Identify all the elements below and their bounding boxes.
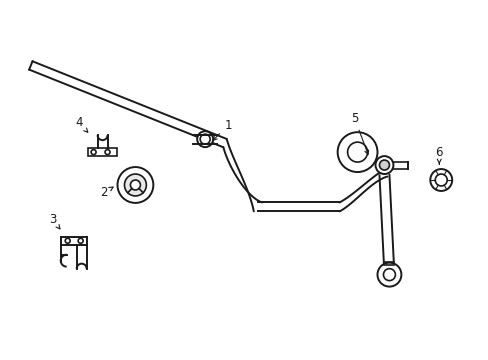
Text: 6: 6 (435, 145, 442, 164)
Circle shape (337, 132, 377, 172)
Circle shape (383, 269, 395, 280)
Circle shape (130, 180, 140, 190)
Polygon shape (87, 148, 117, 156)
Text: 4: 4 (75, 116, 87, 132)
Circle shape (105, 150, 110, 154)
Circle shape (434, 174, 447, 186)
Circle shape (117, 167, 153, 203)
Circle shape (65, 238, 70, 243)
Circle shape (347, 142, 367, 162)
Text: 5: 5 (350, 112, 368, 154)
Circle shape (78, 238, 83, 243)
Circle shape (379, 160, 388, 170)
Circle shape (429, 169, 451, 191)
Text: 1: 1 (213, 119, 231, 140)
Text: 2: 2 (100, 186, 113, 199)
Circle shape (91, 150, 96, 154)
Circle shape (377, 263, 401, 287)
Circle shape (124, 174, 146, 196)
Text: 3: 3 (49, 213, 60, 229)
Circle shape (197, 131, 213, 147)
Circle shape (375, 156, 393, 174)
